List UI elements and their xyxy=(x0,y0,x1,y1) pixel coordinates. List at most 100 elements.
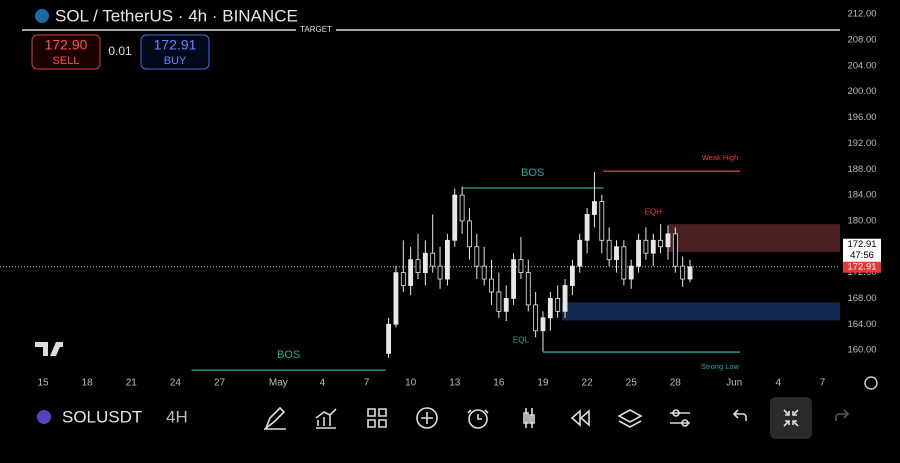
candle-body xyxy=(599,201,605,241)
level-label: EQH xyxy=(645,208,663,217)
replay-icon[interactable] xyxy=(570,409,590,427)
sol-icon xyxy=(37,410,51,424)
candle-body xyxy=(400,272,406,286)
header: SOL / TetherUS · 4h · BINANCE TARGET 172… xyxy=(22,6,840,70)
settings-slider-icon[interactable] xyxy=(670,409,690,427)
candle-body xyxy=(672,233,678,267)
buy-button[interactable] xyxy=(140,34,210,70)
x-tick-label: 10 xyxy=(405,378,417,389)
zone xyxy=(562,302,840,321)
target-bg xyxy=(296,24,336,36)
structure-label: BOS xyxy=(521,167,544,179)
candle-body xyxy=(430,252,436,267)
add-icon[interactable] xyxy=(416,407,438,429)
y-tick-label: 208.00 xyxy=(847,35,876,46)
y-tick-label: 188.00 xyxy=(847,164,876,175)
candle-body xyxy=(680,265,686,280)
candle-body xyxy=(452,194,458,241)
price-tag-value: 172.91 xyxy=(847,239,876,250)
x-tick-label: 22 xyxy=(582,378,594,389)
candle-body xyxy=(533,304,539,332)
buy-price: 172.91 xyxy=(154,37,197,53)
fullscreen-button[interactable] xyxy=(770,397,812,439)
alert-icon[interactable] xyxy=(468,409,488,429)
candle-body xyxy=(393,272,399,325)
structure-label: Weak High xyxy=(702,153,739,162)
sell-label: SELL xyxy=(53,55,80,67)
buy-label: BUY xyxy=(164,55,187,67)
chart-type-icon[interactable] xyxy=(523,408,535,428)
price-tag-value: 172.91 xyxy=(847,262,876,273)
spread: 0.01 xyxy=(108,44,132,58)
price-tag-box xyxy=(843,238,881,263)
candle-body xyxy=(496,291,502,312)
candle-body xyxy=(562,285,568,312)
tv-logo xyxy=(35,342,63,356)
x-tick-label: 18 xyxy=(82,378,94,389)
y-tick-label: 200.00 xyxy=(847,86,876,97)
candle-body xyxy=(511,259,516,299)
candle-body xyxy=(592,201,597,215)
x-tick-label: 15 xyxy=(37,378,49,389)
toolbar-interval[interactable]: 4H xyxy=(166,407,188,426)
x-tick-label: 7 xyxy=(820,378,826,389)
symbol-icon xyxy=(35,9,49,23)
x-tick-label: May xyxy=(269,378,288,389)
settings-icon[interactable] xyxy=(864,376,878,390)
y-tick-label: 160.00 xyxy=(847,345,876,356)
x-tick-label: 24 xyxy=(170,378,182,389)
candle-body xyxy=(518,259,524,274)
target-label: TARGET xyxy=(300,25,332,34)
draw-icon[interactable] xyxy=(264,406,286,431)
sell-price: 172.90 xyxy=(45,37,88,53)
candle-body xyxy=(386,323,392,354)
structure-label: BOS xyxy=(277,349,300,361)
sell-button[interactable] xyxy=(31,34,101,70)
y-tick-label: 184.00 xyxy=(847,190,876,201)
x-tick-label: Jun xyxy=(726,378,742,389)
candle-body xyxy=(459,194,465,222)
x-tick-label: 19 xyxy=(537,378,549,389)
candle-body xyxy=(437,265,443,280)
candle-body xyxy=(569,265,575,286)
candle-body xyxy=(650,239,656,254)
y-tick-label: 196.00 xyxy=(847,112,876,123)
x-tick-label: 4 xyxy=(775,378,781,389)
candle-body xyxy=(489,278,494,293)
layouts-icon[interactable] xyxy=(367,408,387,428)
x-tick-label: 27 xyxy=(214,378,226,389)
undo-icon[interactable] xyxy=(732,409,747,421)
candle-body xyxy=(547,298,553,319)
y-tick-label: 204.00 xyxy=(847,60,876,71)
x-tick-label: 16 xyxy=(493,378,505,389)
candle-body xyxy=(584,214,590,241)
x-tick-label: 13 xyxy=(449,378,461,389)
x-tick-label: 4 xyxy=(320,378,326,389)
price-tag-countdown: 47:56 xyxy=(850,250,874,261)
alert-hands xyxy=(467,409,489,420)
candle-body xyxy=(577,239,583,267)
price-tag-box xyxy=(843,261,881,273)
y-tick-label: 168.00 xyxy=(847,293,876,304)
indicators-icon[interactable] xyxy=(315,408,337,429)
fullscreen-icon xyxy=(783,409,799,427)
candle-body xyxy=(621,246,627,280)
structure-label: Strong Low xyxy=(701,362,740,371)
candle-body xyxy=(444,239,450,280)
candle-body xyxy=(422,252,428,274)
layers-icon[interactable] xyxy=(617,409,643,428)
level-label: EQL xyxy=(513,336,530,345)
candle-body xyxy=(614,246,619,261)
y-tick-label: 180.00 xyxy=(847,215,876,226)
candle-body xyxy=(408,259,414,286)
y-tick-label: 192.00 xyxy=(847,138,876,149)
add-plus xyxy=(421,412,433,424)
x-tick-label: 28 xyxy=(670,378,682,389)
candle-body xyxy=(555,298,561,312)
candle-body xyxy=(540,317,546,332)
redo-icon[interactable] xyxy=(835,409,850,421)
toolbar-symbol[interactable]: SOLUSDT xyxy=(62,407,142,426)
candle-body xyxy=(665,233,671,248)
x-tick-label: 25 xyxy=(626,378,638,389)
